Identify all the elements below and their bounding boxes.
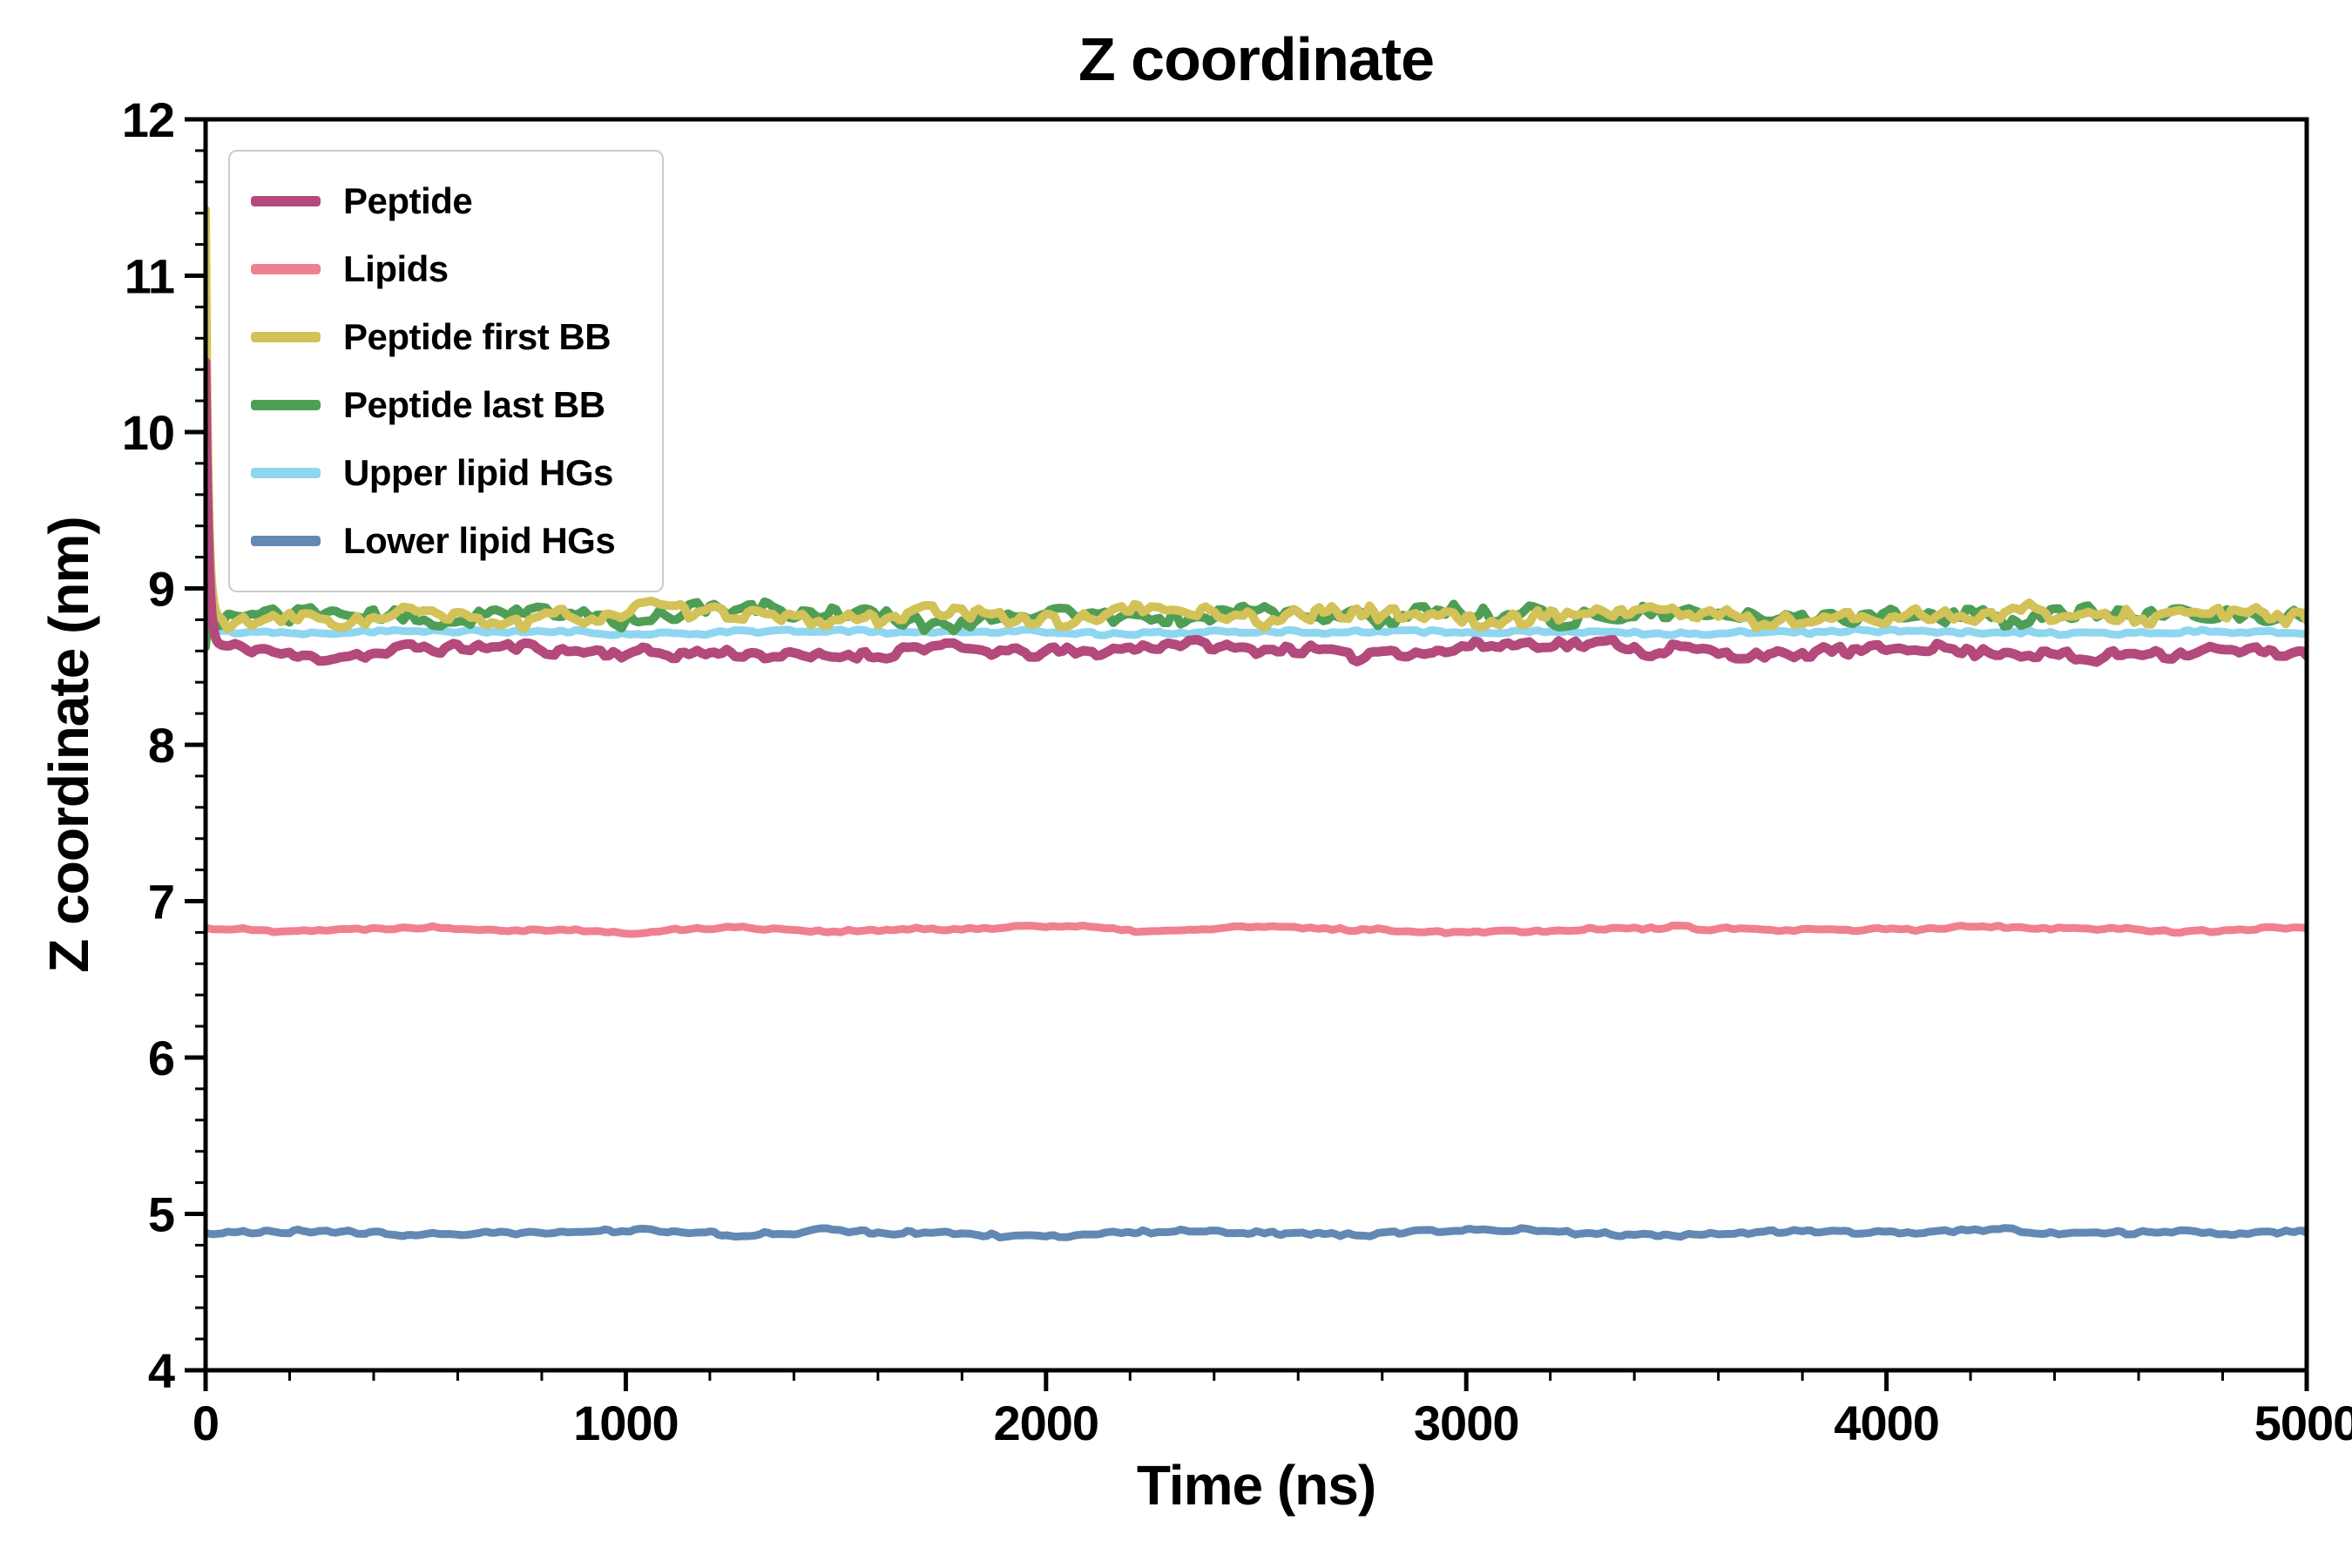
x-tick-label: 1000 (573, 1396, 679, 1450)
x-tick-label: 4000 (1834, 1396, 1939, 1450)
series-line-upper-lipid-hgs (206, 625, 2307, 639)
series-line-peptide (206, 357, 2307, 667)
y-tick-label: 4 (148, 1343, 175, 1398)
y-tick-label: 12 (122, 92, 174, 147)
y-tick-label: 9 (148, 562, 174, 617)
y-tick-label: 7 (148, 875, 174, 929)
legend-item: Upper lipid HGs (251, 439, 641, 507)
legend-label: Peptide first BB (343, 316, 612, 357)
series-lines (206, 205, 2307, 1242)
legend-label: Lipids (343, 248, 449, 289)
legend-item: Peptide last BB (251, 371, 641, 439)
x-axis-label: Time (ns) (1136, 1454, 1376, 1517)
legend: Peptide Lipids Peptide first BB Peptide las… (228, 150, 664, 592)
legend-item: Peptide first BB (251, 303, 641, 371)
plot-border (203, 117, 2309, 1373)
legend-swatch (251, 536, 321, 546)
y-axis-label: Z coordinate (nm) (37, 517, 100, 973)
legend-label: Peptide (343, 180, 473, 221)
y-tick-label: 10 (122, 405, 174, 460)
legend-swatch (251, 264, 321, 274)
legend-item: Lower lipid HGs (251, 507, 641, 575)
series-line-lipids (206, 922, 2307, 938)
legend-label: Peptide last BB (343, 384, 605, 425)
legend-swatch (251, 400, 321, 410)
series-line-peptide-last-bb (206, 597, 2307, 652)
legend-swatch (251, 332, 321, 342)
legend-item: Peptide (251, 167, 641, 235)
x-tick-label: 2000 (994, 1396, 1099, 1450)
y-tick-label: 6 (148, 1031, 174, 1085)
y-tick-label: 5 (148, 1187, 174, 1242)
y-tick-label: 8 (148, 718, 174, 773)
chart-title: Z coordinate (1078, 25, 1435, 93)
x-tick-label: 3000 (1414, 1396, 1519, 1450)
legend-label: Lower lipid HGs (343, 520, 616, 561)
legend-item: Lipids (251, 235, 641, 303)
y-tick-label: 11 (125, 249, 174, 304)
series-line-peptide-first-bb (206, 205, 2307, 633)
x-tick-label: 0 (193, 1396, 219, 1450)
legend-label: Upper lipid HGs (343, 452, 613, 493)
legend-swatch (251, 468, 321, 478)
x-tick-label: 5000 (2254, 1396, 2352, 1450)
legend-swatch (251, 196, 321, 206)
series-line-lower-lipid-hgs (206, 1224, 2307, 1242)
